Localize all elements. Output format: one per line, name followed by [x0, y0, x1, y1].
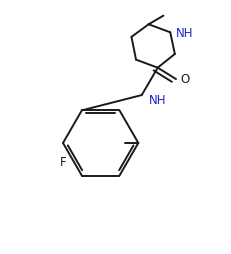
Text: NH: NH	[176, 27, 194, 40]
Text: O: O	[180, 73, 189, 86]
Text: NH: NH	[149, 94, 167, 107]
Text: F: F	[60, 155, 66, 168]
